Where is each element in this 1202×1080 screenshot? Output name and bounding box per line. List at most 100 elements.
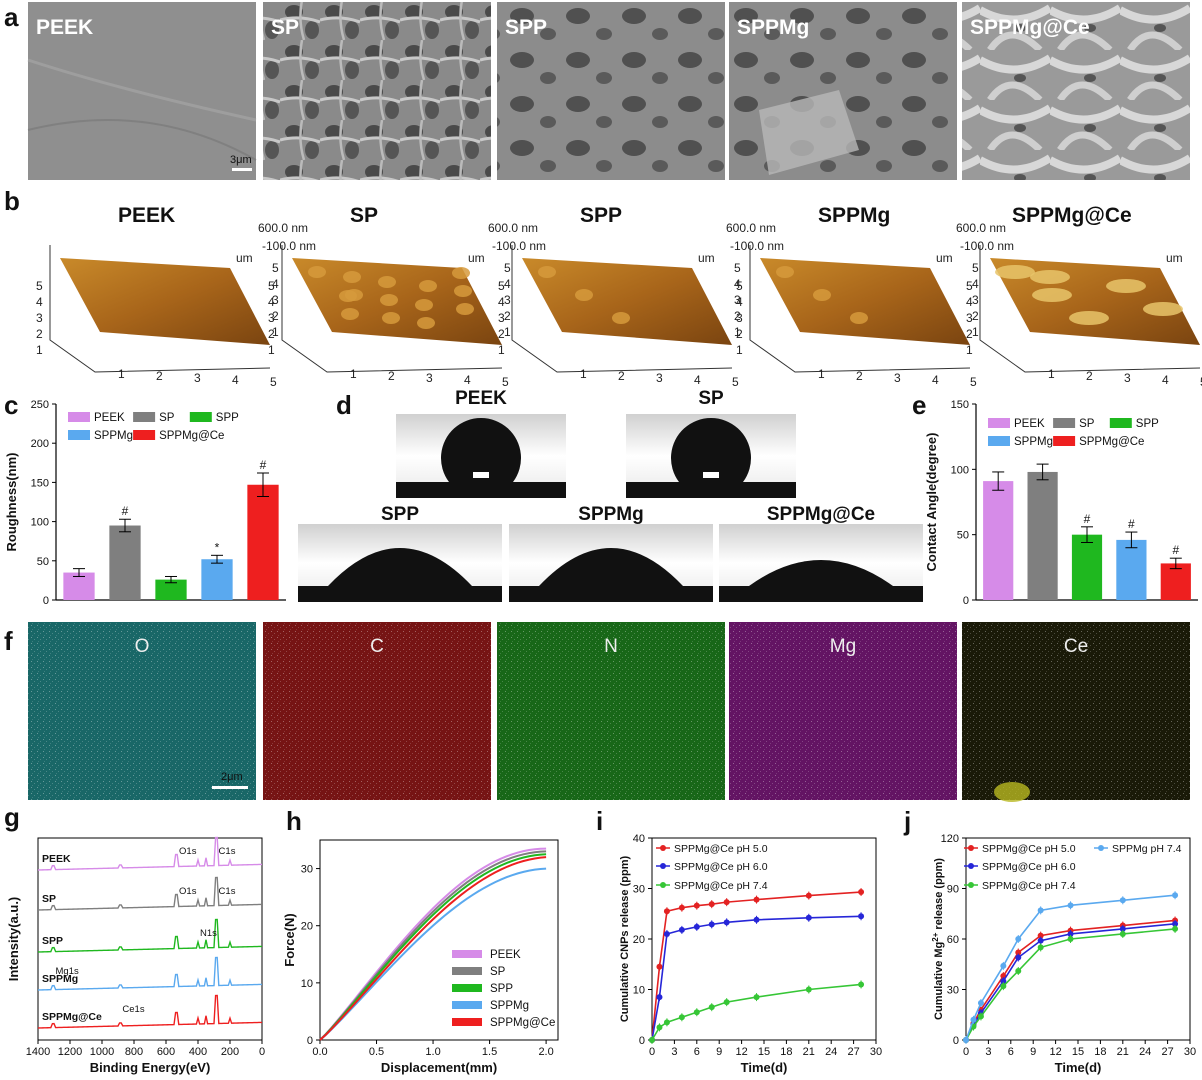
release-series-line <box>651 891 862 1041</box>
afm-tick-left: 5 <box>736 279 743 293</box>
significance-mark: # <box>122 504 129 518</box>
afm-unit: um <box>1166 251 1183 265</box>
data-point <box>693 1009 700 1016</box>
y-axis-label-part: release (ppm) <box>933 858 945 933</box>
afm-tick-right: 5 <box>272 261 279 275</box>
afm-surface <box>760 258 970 345</box>
afm-tick-bottom: 2 <box>856 369 863 383</box>
data-point <box>723 919 730 926</box>
afm-tick-left: 2 <box>268 327 275 341</box>
afm-tick-bottom: 1 <box>580 367 587 381</box>
data-point <box>708 1004 715 1011</box>
legend-marker <box>660 845 666 851</box>
afm-title: PEEK <box>118 204 175 227</box>
afm-tick-right: 3 <box>972 293 979 307</box>
sem-label: SP <box>271 16 299 39</box>
data-point <box>1000 962 1007 969</box>
droplet-label: SPPMg <box>578 504 643 525</box>
droplet-image-peek: PEEK <box>396 388 566 498</box>
afm-z-top: 600.0 nm <box>726 221 776 235</box>
afm-tick-left: 4 <box>736 295 743 309</box>
afm-tick-right: 3 <box>734 293 741 307</box>
droplet <box>749 560 893 586</box>
afm-feature <box>1032 288 1072 302</box>
legend-label: SP <box>1079 418 1095 430</box>
legend-label: SPPMg@Ce pH 7.4 <box>674 880 768 892</box>
afm-title: SPPMg <box>818 204 890 227</box>
force-series-sppmg <box>319 867 547 1041</box>
panel-letter-e: e <box>912 390 926 420</box>
eds-noise <box>962 622 1190 800</box>
afm-tick-right: 2 <box>972 309 979 323</box>
x-tick-label: 2.0 <box>538 1046 553 1058</box>
eds-element-label: O <box>135 636 150 657</box>
x-tick-label: 18 <box>1094 1046 1106 1058</box>
afm-tick-left: 4 <box>498 295 505 309</box>
afm-tick-bottom: 4 <box>232 373 239 387</box>
xps-peak-label: Ce1s <box>122 1004 144 1015</box>
x-tick-label: 24 <box>825 1046 837 1058</box>
substrate <box>396 482 566 498</box>
data-point <box>858 889 865 896</box>
afm-feature <box>813 289 831 301</box>
y-tick-label: 150 <box>31 477 49 489</box>
y-axis-label: Contact Angle(degree) <box>924 433 939 572</box>
data-point <box>1037 932 1044 939</box>
data-point <box>977 1013 984 1020</box>
panel-f: O C N Mg Ce 2μm <box>28 622 1190 802</box>
sem-texture <box>27 119 257 161</box>
afm-feature <box>995 265 1035 279</box>
afm-tick-left: 4 <box>966 295 973 309</box>
data-point <box>656 1024 663 1031</box>
afm-tick-right: 2 <box>272 309 279 323</box>
data-point <box>805 914 812 921</box>
data-point <box>723 899 730 906</box>
data-point <box>656 994 663 1001</box>
data-point <box>1000 983 1007 990</box>
eds-map-n: N <box>497 622 725 800</box>
afm-axes <box>979 245 1201 373</box>
afm-feature <box>343 271 361 283</box>
droplet <box>539 548 683 586</box>
afm-tick-left: 3 <box>966 311 973 325</box>
y-tick-label: 50 <box>957 530 969 542</box>
y-axis-label: Intensity(a.u.) <box>6 897 21 982</box>
sem-label: SPPMg <box>737 16 809 39</box>
legend-label: SP <box>159 412 175 424</box>
droplet-label: SPPMg@Ce <box>767 504 875 525</box>
afm-z-top: 600.0 nm <box>258 221 308 235</box>
data-point <box>663 908 670 915</box>
data-point <box>1000 978 1007 985</box>
data-point <box>1067 936 1074 942</box>
droplet-highlight <box>473 472 489 478</box>
afm-feature <box>382 312 400 324</box>
xps-series-label: SPPMg <box>42 973 78 985</box>
afm-tick-bottom: 1 <box>350 367 357 381</box>
data-point <box>1172 892 1179 899</box>
x-tick-label: 21 <box>1117 1046 1129 1058</box>
data-point <box>1119 930 1126 937</box>
afm-feature <box>612 312 630 324</box>
legend-label: SPPMg@Ce pH 6.0 <box>674 861 768 873</box>
y-tick-label: 50 <box>37 556 49 568</box>
afm-title: SPPMg@Ce <box>1012 204 1132 227</box>
afm-feature <box>454 285 472 297</box>
significance-mark: # <box>260 458 267 472</box>
afm-tick-right: 4 <box>504 277 511 291</box>
x-tick-label: 3 <box>671 1046 677 1058</box>
legend-swatch <box>133 412 156 422</box>
significance-mark: # <box>1172 543 1179 557</box>
afm-unit: um <box>236 251 253 265</box>
afm-feature <box>456 303 474 315</box>
y-tick-label: 30 <box>947 985 959 997</box>
afm-tick-right: 3 <box>504 293 511 307</box>
data-point <box>723 999 730 1006</box>
x-tick-label: 12 <box>1049 1046 1061 1058</box>
legend-label: SPPMg@Ce <box>1079 436 1144 448</box>
x-tick-label: 0.5 <box>369 1046 384 1058</box>
droplet-image-sppmg: SPPMg <box>509 504 713 602</box>
afm-surface <box>60 258 270 345</box>
afm-feature <box>378 276 396 288</box>
